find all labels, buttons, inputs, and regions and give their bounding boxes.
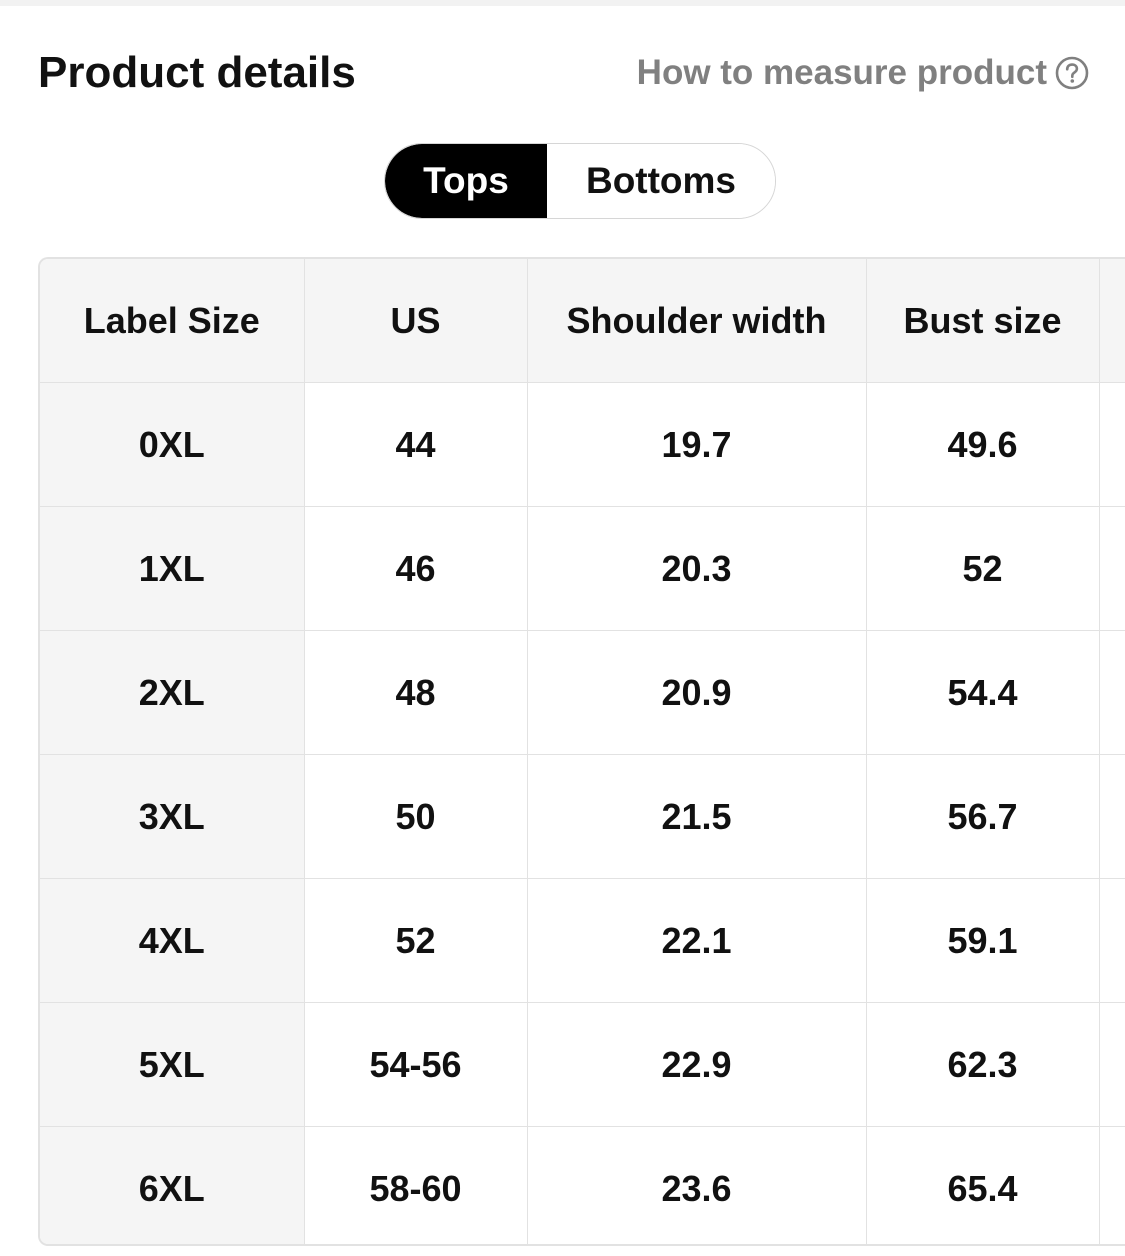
table-row: 1XL 46 20.3 52 xyxy=(40,506,1125,631)
cell-label-size: 1XL xyxy=(40,506,305,631)
column-header-label-size: Label Size xyxy=(40,259,305,383)
cell-truncated xyxy=(1099,878,1125,1003)
column-header-shoulder-width: Shoulder width xyxy=(527,259,867,383)
how-to-measure-label: How to measure product xyxy=(636,53,1047,92)
cell-label-size: 4XL xyxy=(40,878,305,1003)
cell-truncated xyxy=(1099,1126,1125,1244)
size-chart-table: Label Size US Shoulder width Bust size 0… xyxy=(38,257,1125,1246)
cell-us: 58-60 xyxy=(304,1126,528,1244)
cell-us: 52 xyxy=(304,878,528,1003)
cell-us: 48 xyxy=(304,630,528,755)
cell-shoulder-width: 20.3 xyxy=(527,506,867,631)
cell-bust-size: 54.4 xyxy=(866,630,1100,755)
cell-shoulder-width: 21.5 xyxy=(527,754,867,879)
cell-label-size: 5XL xyxy=(40,1002,305,1127)
cell-bust-size: 59.1 xyxy=(866,878,1100,1003)
cell-us: 50 xyxy=(304,754,528,879)
product-details-header: Product details How to measure product xyxy=(0,0,1125,140)
table-header-row: Label Size US Shoulder width Bust size xyxy=(40,259,1125,383)
cell-us: 46 xyxy=(304,506,528,631)
column-header-truncated xyxy=(1099,259,1125,383)
cell-bust-size: 56.7 xyxy=(866,754,1100,879)
cell-truncated xyxy=(1099,1002,1125,1127)
cell-us: 54-56 xyxy=(304,1002,528,1127)
table-row: 5XL 54-56 22.9 62.3 xyxy=(40,1002,1125,1127)
cell-truncated xyxy=(1099,630,1125,755)
how-to-measure-link[interactable]: How to measure product xyxy=(637,52,1089,94)
top-divider xyxy=(0,0,1125,6)
tab-bottoms[interactable]: Bottoms xyxy=(547,144,775,218)
cell-truncated xyxy=(1099,382,1125,507)
cell-label-size: 3XL xyxy=(40,754,305,879)
cell-bust-size: 52 xyxy=(866,506,1100,631)
tab-tops[interactable]: Tops xyxy=(385,144,547,218)
cell-shoulder-width: 20.9 xyxy=(527,630,867,755)
cell-label-size: 2XL xyxy=(40,630,305,755)
cell-label-size: 6XL xyxy=(40,1126,305,1244)
cell-bust-size: 65.4 xyxy=(866,1126,1100,1244)
cell-truncated xyxy=(1099,754,1125,879)
table-row: 3XL 50 21.5 56.7 xyxy=(40,754,1125,879)
table-row: 0XL 44 19.7 49.6 xyxy=(40,382,1125,507)
table-row: 4XL 52 22.1 59.1 xyxy=(40,878,1125,1003)
table-row: 6XL 58-60 23.6 65.4 xyxy=(40,1126,1125,1244)
table-row: 2XL 48 20.9 54.4 xyxy=(40,630,1125,755)
column-header-bust-size: Bust size xyxy=(866,259,1100,383)
cell-bust-size: 49.6 xyxy=(866,382,1100,507)
cell-shoulder-width: 22.1 xyxy=(527,878,867,1003)
cell-label-size: 0XL xyxy=(40,382,305,507)
cell-us: 44 xyxy=(304,382,528,507)
cell-shoulder-width: 23.6 xyxy=(527,1126,867,1244)
column-header-us: US xyxy=(304,259,528,383)
cell-shoulder-width: 19.7 xyxy=(527,382,867,507)
size-category-toggle: Tops Bottoms xyxy=(384,143,776,219)
question-circle-icon xyxy=(1055,56,1089,90)
page-title: Product details xyxy=(38,48,356,97)
cell-bust-size: 62.3 xyxy=(866,1002,1100,1127)
cell-truncated xyxy=(1099,506,1125,631)
cell-shoulder-width: 22.9 xyxy=(527,1002,867,1127)
